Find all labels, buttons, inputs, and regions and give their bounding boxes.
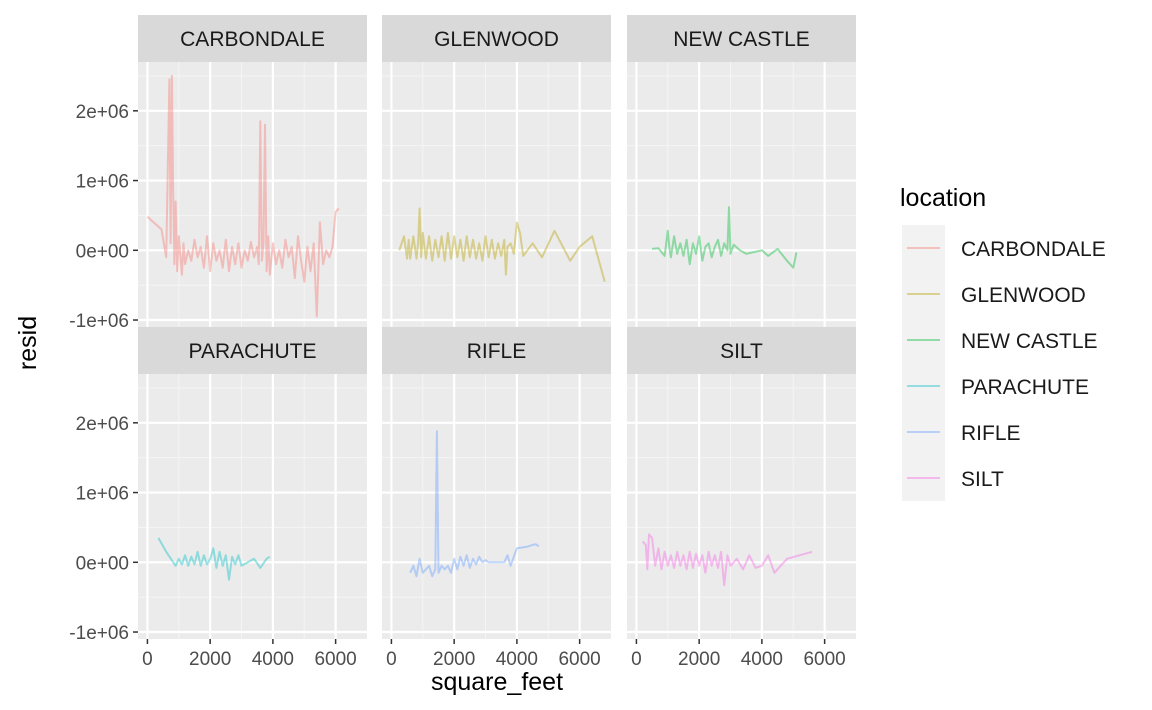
- x-tick-label: 2000: [678, 649, 720, 670]
- x-tick-label: 0: [631, 649, 642, 670]
- facet-strip-label: NEW CASTLE: [673, 28, 810, 51]
- y-tick-label: 2e+06: [76, 102, 129, 123]
- facet-strip: [627, 15, 856, 62]
- facet-strip-label: CARBONDALE: [180, 28, 325, 51]
- legend-label: GLENWOOD: [961, 284, 1086, 307]
- legend-key: [902, 271, 945, 317]
- legend-label: NEW CASTLE: [961, 330, 1098, 353]
- facet-strip: [382, 327, 611, 374]
- facet-strip: [382, 15, 611, 62]
- x-tick-label: 0: [386, 649, 397, 670]
- y-tick-label: -1e+06: [69, 623, 129, 644]
- legend-entry: NEW CASTLE: [902, 317, 1098, 363]
- y-tick-label: 0e+00: [76, 241, 129, 262]
- series-line-carbondale: [146, 74, 340, 318]
- legend-entry: CARBONDALE: [902, 225, 1106, 271]
- facet-strip-label: GLENWOOD: [434, 28, 559, 51]
- facet-strip: [138, 327, 367, 374]
- series-line-parachute: [157, 537, 271, 581]
- legend-label: CARBONDALE: [961, 238, 1106, 261]
- x-axis-title: square_feet: [431, 668, 563, 696]
- panel-background: [382, 62, 611, 327]
- legend-key: [902, 409, 945, 455]
- panel-background: [627, 374, 856, 639]
- facet-panel: NEW CASTLE: [627, 15, 856, 327]
- x-axis: 0 2000 4000 6000 0 2000 4000 6000 0 2000 4000 6000: [142, 639, 846, 670]
- x-tick-label: 6000: [803, 649, 845, 670]
- facet-panel: CARBONDALE: [138, 15, 367, 327]
- y-tick-label: -1e+06: [69, 311, 129, 332]
- legend-entry: PARACHUTE: [902, 363, 1089, 409]
- x-tick-label: 4000: [496, 649, 538, 670]
- facet-strip-label: RIFLE: [467, 340, 527, 363]
- x-tick-label: 6000: [314, 649, 356, 670]
- series-line-rifle: [409, 430, 540, 578]
- legend-entry: SILT: [902, 455, 1004, 501]
- series-line-new-castle: [651, 206, 798, 269]
- legend-key: [902, 225, 945, 271]
- legend-entry: RIFLE: [902, 409, 1021, 455]
- legend-label: SILT: [961, 468, 1004, 491]
- x-tick-label: 2000: [189, 649, 231, 670]
- facet-panel: PARACHUTE: [138, 327, 367, 639]
- legend-entry: GLENWOOD: [902, 271, 1086, 317]
- panel-background: [138, 62, 367, 327]
- y-tick-label: 1e+06: [76, 484, 129, 505]
- y-tick-label: 0e+00: [76, 553, 129, 574]
- y-tick-label: 1e+06: [76, 172, 129, 193]
- legend-key: [902, 455, 945, 501]
- y-tick-label: 2e+06: [76, 414, 129, 435]
- legend-key: [902, 317, 945, 363]
- x-tick-label: 2000: [433, 649, 475, 670]
- y-axis: -1e+06 0e+00 1e+06 2e+06 -1e+06 0e+00 1e+06 2e+…: [69, 102, 138, 644]
- facet-panel: RIFLE: [382, 327, 611, 639]
- panel-background: [382, 374, 611, 639]
- series-line-glenwood: [398, 207, 606, 282]
- facet-panel: SILT: [627, 327, 856, 639]
- x-tick-label: 4000: [741, 649, 783, 670]
- facet-strip-label: SILT: [720, 340, 763, 363]
- facet-strip: [138, 15, 367, 62]
- facet-panel: GLENWOOD: [382, 15, 611, 327]
- legend-key: [902, 363, 945, 409]
- facet-panels: CARBONDALE GLENWOOD NEW CASTLE PARACHUTE RIF…: [138, 15, 856, 639]
- legend-label: PARACHUTE: [961, 376, 1089, 399]
- y-axis-title: resid: [14, 316, 42, 370]
- facet-strip: [627, 327, 856, 374]
- panel-background: [138, 374, 367, 639]
- legend-title: location: [900, 184, 986, 212]
- facet-strip-label: PARACHUTE: [189, 340, 317, 363]
- series-line-silt: [641, 533, 813, 587]
- x-tick-label: 0: [142, 649, 153, 670]
- legend: location CARBONDALE GLENWOOD NEW CASTLE PAR…: [900, 184, 1106, 501]
- legend-label: RIFLE: [961, 422, 1021, 445]
- x-tick-label: 6000: [558, 649, 600, 670]
- x-tick-label: 4000: [252, 649, 294, 670]
- panel-background: [627, 62, 856, 327]
